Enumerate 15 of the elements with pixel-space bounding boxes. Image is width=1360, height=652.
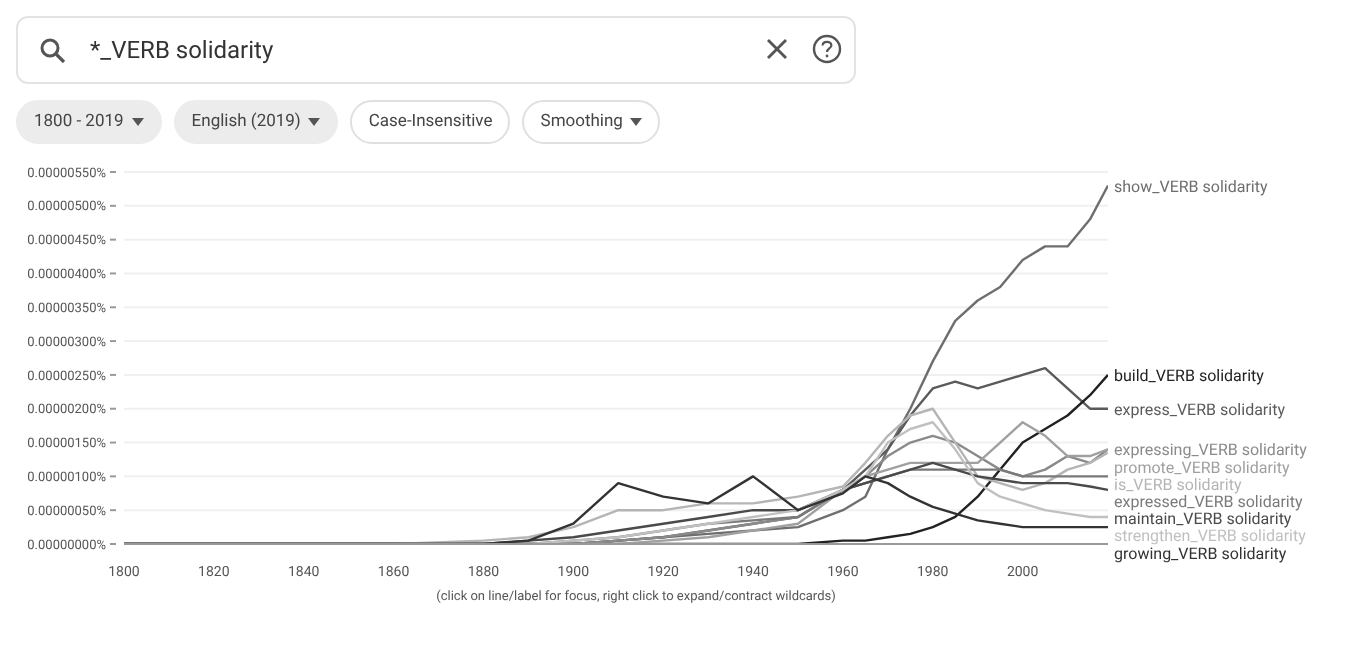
series-label: expressed_VERB solidarity: [1114, 492, 1303, 511]
series-label: maintain_VERB solidarity: [1114, 510, 1292, 529]
series-label: express_VERB solidarity: [1114, 400, 1286, 419]
text: Smoothing: [540, 112, 623, 132]
series-label: promote_VERB solidarity: [1114, 458, 1290, 477]
series-label: is_VERB solidarity: [1114, 475, 1242, 494]
text: English (2019): [191, 112, 301, 132]
series-label: strengthen_VERB solidarity: [1114, 527, 1307, 546]
series-label: show_VERB solidarity: [1114, 177, 1268, 196]
series-label: growing_VERB solidarity: [1114, 544, 1287, 563]
text: Case-Insensitive: [368, 112, 493, 132]
series-label: expressing_VERB solidarity: [1114, 441, 1308, 460]
series-label: build_VERB solidarity: [1114, 366, 1265, 385]
text: 1800 - 2019: [34, 112, 124, 132]
chart-title: *_VERB solidarity: [90, 36, 274, 64]
